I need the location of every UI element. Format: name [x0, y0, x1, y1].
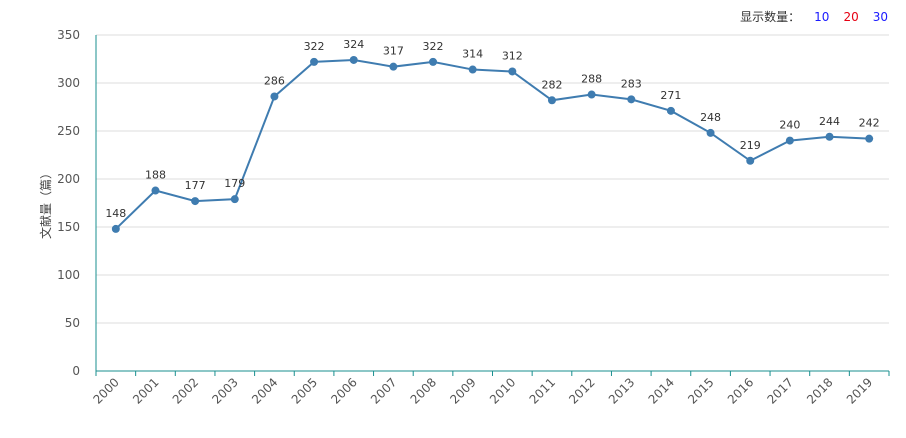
data-label: 314 [462, 48, 483, 61]
data-point[interactable] [785, 136, 794, 145]
data-point[interactable] [429, 57, 438, 66]
data-label: 271 [660, 89, 681, 102]
data-point[interactable] [508, 67, 517, 76]
data-label: 248 [700, 111, 721, 124]
x-tick-label: 2014 [646, 375, 677, 406]
display-count-option-10[interactable]: 10 [814, 9, 830, 24]
data-label: 240 [779, 119, 800, 132]
y-tick-label: 300 [57, 76, 80, 90]
data-point[interactable] [151, 186, 160, 195]
data-point[interactable] [111, 224, 120, 233]
data-point[interactable] [468, 65, 477, 74]
x-tick-label: 2000 [90, 375, 121, 406]
y-tick-label: 0 [72, 364, 80, 378]
data-point[interactable] [349, 55, 358, 64]
x-tick-label: 2001 [130, 375, 161, 406]
x-tick-label: 2011 [527, 375, 558, 406]
data-label: 312 [502, 49, 523, 62]
x-tick-label: 2006 [328, 375, 359, 406]
data-point[interactable] [389, 62, 398, 71]
y-tick-label: 350 [57, 28, 80, 42]
data-label: 188 [145, 169, 166, 182]
x-tick-label: 2009 [447, 375, 478, 406]
data-label: 179 [224, 177, 245, 190]
display-count-control: 显示数量： 10 20 30 [740, 8, 888, 25]
x-tick-label: 2013 [606, 375, 637, 406]
data-label: 282 [541, 78, 562, 91]
data-point[interactable] [865, 134, 874, 143]
data-point[interactable] [666, 106, 675, 115]
data-label: 286 [264, 74, 285, 87]
y-axis-label: 文献量（篇） [38, 167, 53, 239]
data-point[interactable] [825, 132, 834, 141]
x-tick-label: 2017 [764, 375, 795, 406]
display-count-option-30[interactable]: 30 [872, 9, 888, 24]
data-label: 317 [383, 45, 404, 58]
y-tick-label: 100 [57, 268, 80, 282]
data-point[interactable] [746, 156, 755, 165]
display-count-option-20[interactable]: 20 [843, 9, 859, 24]
data-point[interactable] [270, 92, 279, 101]
x-tick-label: 2012 [566, 375, 597, 406]
data-label: 324 [343, 38, 364, 51]
y-tick-label: 150 [57, 220, 80, 234]
x-tick-label: 2007 [368, 375, 399, 406]
data-label: 244 [819, 115, 840, 128]
data-point[interactable] [547, 96, 556, 105]
x-tick-label: 2015 [685, 375, 716, 406]
data-point[interactable] [310, 57, 319, 66]
data-labels: 148 188 177 179 286 322 324 317 322 314 312 282 288 2… [105, 38, 879, 220]
x-tick-label: 2003 [209, 375, 240, 406]
data-label: 242 [859, 117, 880, 130]
y-axis-ticks: 0 50 100 150 200 250 300 350 [57, 28, 80, 378]
data-label: 283 [621, 77, 642, 90]
x-tick-label: 2016 [725, 375, 756, 406]
data-point[interactable] [191, 197, 200, 206]
x-tick-label: 2019 [844, 375, 875, 406]
series-line [115, 58, 870, 230]
data-label: 288 [581, 73, 602, 86]
x-tick-label: 2002 [170, 375, 201, 406]
y-tick-label: 250 [57, 124, 80, 138]
data-label: 322 [423, 40, 444, 53]
y-tick-label: 50 [65, 316, 80, 330]
data-point[interactable] [587, 90, 596, 99]
display-count-label: 显示数量： [740, 10, 801, 24]
data-label: 148 [105, 207, 126, 220]
x-tick-label: 2005 [289, 375, 320, 406]
x-tick-label: 2018 [804, 375, 835, 406]
x-tick-label: 2008 [408, 375, 439, 406]
x-axis-ticks: 2000 2001 2002 2003 2004 2005 2006 2007 2008 2009… [90, 371, 890, 407]
x-tick-label: 2004 [249, 375, 280, 406]
data-label: 322 [304, 40, 325, 53]
axes [95, 35, 889, 372]
data-point[interactable] [230, 195, 239, 204]
data-point[interactable] [706, 128, 715, 137]
x-tick-label: 2010 [487, 375, 518, 406]
gridlines [96, 34, 889, 324]
data-label: 219 [740, 139, 761, 152]
data-label: 177 [185, 179, 206, 192]
series-layer [111, 55, 874, 233]
y-tick-label: 200 [57, 172, 80, 186]
data-point[interactable] [627, 95, 636, 104]
